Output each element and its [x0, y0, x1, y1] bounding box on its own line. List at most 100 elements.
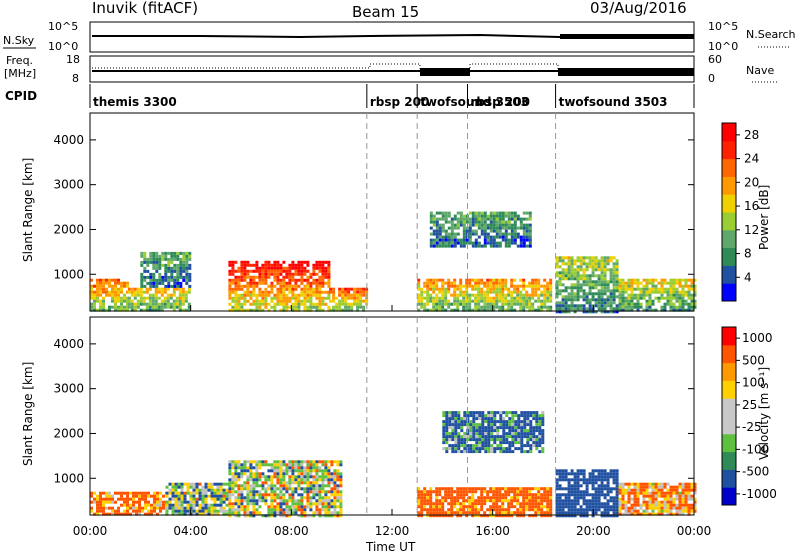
- heatmap-cell: [471, 287, 475, 291]
- heatmap-cell: [606, 283, 610, 287]
- heatmap-cell: [570, 484, 574, 488]
- heatmap-cell: [525, 499, 529, 503]
- heatmap-cell: [133, 290, 137, 294]
- heatmap-cell: [261, 514, 265, 518]
- heatmap-cell: [519, 238, 523, 242]
- heatmap-cell: [624, 500, 628, 504]
- heatmap-cell: [174, 497, 178, 501]
- heatmap-cell: [169, 302, 173, 306]
- heatmap-cell: [143, 260, 147, 264]
- heatmap-cell: [600, 271, 604, 275]
- heatmap-cell: [315, 296, 319, 300]
- heatmap-cell: [492, 308, 496, 312]
- heatmap-cell: [279, 266, 283, 270]
- heatmap-cell: [219, 503, 223, 507]
- heatmap-cell: [483, 214, 487, 218]
- heatmap-cell: [312, 502, 316, 506]
- heatmap-cell: [451, 447, 455, 451]
- heatmap-cell: [267, 284, 271, 288]
- heatmap-cell: [276, 269, 280, 273]
- heatmap-cell: [651, 503, 655, 507]
- heatmap-cell: [249, 278, 253, 282]
- heatmap-cell: [453, 308, 457, 312]
- heatmap-cell: [462, 511, 466, 515]
- heatmap-cell: [498, 235, 502, 239]
- heatmap-cell: [561, 262, 565, 266]
- heatmap-cell: [96, 287, 99, 291]
- heatmap-cell: [460, 426, 464, 430]
- heatmap-cell: [591, 502, 595, 506]
- heatmap-cell: [207, 485, 211, 489]
- heatmap-cell: [555, 484, 559, 488]
- heatmap-cell: [669, 512, 673, 516]
- heatmap-cell: [417, 281, 421, 285]
- heatmap-cell: [315, 293, 319, 297]
- heatmap-cell: [541, 435, 545, 439]
- heatmap-cell: [585, 478, 589, 482]
- heatmap-cell: [153, 503, 156, 507]
- heatmap-cell: [252, 484, 256, 488]
- heatmap-cell: [146, 257, 150, 261]
- heatmap-cell: [417, 293, 421, 297]
- heatmap-cell: [591, 274, 595, 278]
- heatmap-cell: [318, 260, 322, 264]
- heatmap-cell: [603, 271, 607, 275]
- heatmap-cell: [615, 493, 619, 497]
- heatmap-cell: [157, 302, 161, 306]
- heatmap-cell: [678, 497, 682, 501]
- heatmap-cell: [456, 238, 460, 242]
- heatmap-cell: [534, 502, 538, 506]
- heatmap-cell: [501, 278, 505, 282]
- heatmap-cell: [120, 497, 123, 501]
- heatmap-cell: [483, 496, 487, 500]
- heatmap-cell: [93, 296, 96, 300]
- heatmap-cell: [489, 499, 493, 503]
- heatmap-cell: [600, 472, 604, 476]
- heatmap-cell: [534, 299, 538, 303]
- heatmap-cell: [181, 299, 185, 303]
- heatmap-cell: [146, 275, 150, 279]
- heatmap-cell: [216, 488, 220, 492]
- heatmap-cell: [678, 302, 682, 306]
- heatmap-cell: [538, 450, 542, 454]
- heatmap-cell: [507, 290, 511, 294]
- heatmap-cell: [615, 271, 619, 275]
- heatmap-cell: [273, 263, 277, 267]
- heatmap-cell: [123, 500, 126, 504]
- heatmap-cell: [321, 299, 325, 303]
- heatmap-cell: [231, 505, 235, 509]
- heatmap-cell: [508, 441, 512, 445]
- heatmap-cell: [306, 293, 310, 297]
- heatmap-cell: [615, 490, 619, 494]
- heatmap-cell: [318, 466, 322, 470]
- heatmap-cell: [350, 293, 354, 297]
- heatmap-cell: [558, 310, 562, 314]
- heatmap-cell: [231, 493, 235, 497]
- heatmap-cell: [549, 490, 553, 494]
- heatmap-cell: [531, 290, 535, 294]
- heatmap-cell: [555, 499, 559, 503]
- heatmap-cell: [152, 257, 156, 261]
- heatmap-cell: [597, 505, 601, 509]
- heatmap-cell: [477, 235, 481, 239]
- heatmap-cell: [252, 290, 256, 294]
- heatmap-cell: [507, 502, 511, 506]
- heatmap-cell: [279, 272, 283, 276]
- heatmap-cell: [297, 505, 301, 509]
- heatmap-cell: [306, 463, 310, 467]
- heatmap-cell: [353, 290, 357, 294]
- heatmap-cell: [513, 278, 517, 282]
- heatmap-cell: [448, 438, 452, 442]
- heatmap-cell: [174, 500, 178, 504]
- heatmap-cell: [185, 254, 189, 258]
- heatmap-cell: [225, 482, 229, 486]
- heatmap-cell: [279, 463, 283, 467]
- heatmap-cell: [459, 490, 463, 494]
- heatmap-cell: [187, 287, 191, 291]
- heatmap-cell: [519, 508, 523, 512]
- heatmap-cell: [567, 277, 571, 281]
- heatmap-cell: [627, 482, 631, 486]
- heatmap-cell: [435, 293, 439, 297]
- heatmap-cell: [609, 256, 613, 260]
- heatmap-cell: [178, 293, 182, 297]
